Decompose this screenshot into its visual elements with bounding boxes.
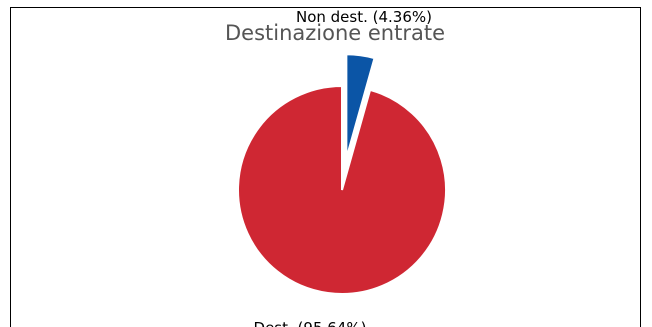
slice-label-non-dest: Non dest. (4.36%) [296,8,432,26]
chart-title: Destinazione entrate [225,21,445,45]
slice-label-dest: Dest. (95.64%) [254,319,367,327]
chart-frame [10,7,641,327]
slice-dest [237,84,447,295]
slice-non-dest [345,53,376,159]
